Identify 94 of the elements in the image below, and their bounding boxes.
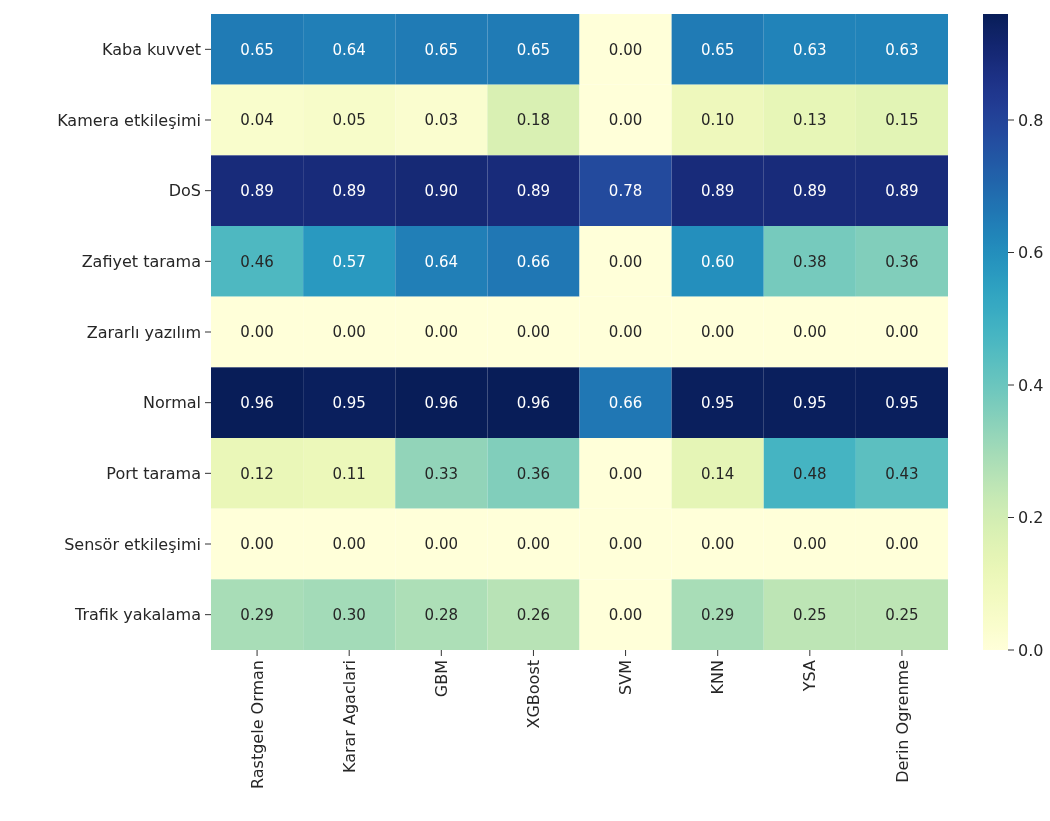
data-label: 0.33 (424, 464, 459, 483)
data-label: 0.00 (700, 535, 735, 554)
color-bar-label: 0.8 (1018, 110, 1044, 130)
y-tick-label: Port tarama (106, 463, 201, 483)
x-tick-label: KNN (708, 660, 728, 695)
data-label: 0.36 (516, 464, 551, 483)
data-label: 0.00 (424, 535, 459, 554)
y-tick-label: Normal (143, 393, 201, 413)
data-label: 0.00 (608, 605, 643, 624)
data-label: 0.96 (424, 393, 459, 412)
data-label: 0.57 (332, 252, 366, 271)
data-label: 0.00 (332, 323, 366, 342)
data-label: 0.05 (332, 111, 366, 130)
data-label: 0.96 (240, 393, 274, 412)
x-tick-label: GBM (431, 660, 451, 698)
x-tick-label: Karar Agaclari (339, 660, 359, 774)
data-label: 0.14 (700, 464, 735, 483)
data-label: 0.12 (240, 464, 274, 483)
data-label: 0.00 (240, 535, 274, 554)
data-label: 0.89 (700, 181, 735, 200)
data-label: 0.89 (240, 181, 274, 200)
data-label: 0.00 (424, 323, 459, 342)
data-label: 0.66 (608, 393, 643, 412)
data-label: 0.13 (793, 111, 827, 130)
data-label: 0.89 (332, 181, 366, 200)
data-label: 0.00 (608, 464, 643, 483)
data-label: 0.96 (516, 393, 551, 412)
data-label: 0.65 (424, 40, 459, 59)
color-bar-label: 0.4 (1018, 375, 1044, 395)
data-label: 0.00 (885, 535, 919, 554)
data-label: 0.00 (608, 323, 643, 342)
data-label: 0.46 (240, 252, 274, 271)
data-label: 0.00 (516, 323, 551, 342)
data-label: 0.15 (885, 111, 919, 130)
data-label: 0.10 (700, 111, 735, 130)
data-label: 0.65 (516, 40, 551, 59)
x-tick-label: YSA (800, 659, 820, 693)
y-tick-label: Sensör etkileşimi (64, 534, 201, 554)
data-label: 0.25 (885, 605, 919, 624)
data-label: 0.65 (700, 40, 735, 59)
data-label: 0.89 (516, 181, 551, 200)
data-label: 0.00 (608, 252, 643, 271)
data-label: 0.38 (793, 252, 827, 271)
color-bar-label: 0.6 (1018, 243, 1044, 263)
data-label: 0.78 (608, 181, 643, 200)
data-label: 0.00 (608, 111, 643, 130)
color-bar-label: 0.0 (1018, 640, 1044, 660)
data-label: 0.95 (793, 393, 827, 412)
data-label: 0.60 (700, 252, 735, 271)
x-tick-label: Derin Ogrenme (892, 660, 912, 783)
data-label: 0.64 (332, 40, 366, 59)
data-label: 0.63 (793, 40, 827, 59)
data-label: 0.48 (793, 464, 827, 483)
y-tick-label: Kaba kuvvet (101, 39, 201, 59)
x-tick-label: SVM (616, 660, 636, 695)
data-label: 0.28 (424, 605, 459, 624)
data-label: 0.00 (608, 535, 643, 554)
data-label: 0.00 (332, 535, 366, 554)
data-label: 0.26 (516, 605, 551, 624)
data-label: 0.00 (793, 535, 827, 554)
data-label: 0.29 (240, 605, 274, 624)
y-tick-label: DoS (168, 181, 201, 201)
data-label: 0.04 (240, 111, 274, 130)
data-label: 0.36 (885, 252, 919, 271)
data-label: 0.30 (332, 605, 366, 624)
y-tick-label: Kamera etkileşimi (57, 110, 201, 130)
data-label: 0.00 (700, 323, 735, 342)
x-tick-label: XGBoost (524, 660, 544, 729)
data-label: 0.64 (424, 252, 459, 271)
data-label: 0.89 (793, 181, 827, 200)
data-label: 0.00 (516, 535, 551, 554)
data-label: 0.90 (424, 181, 459, 200)
data-label: 0.03 (424, 111, 459, 130)
data-label: 0.95 (885, 393, 919, 412)
data-label: 0.00 (608, 40, 643, 59)
data-label: 0.89 (885, 181, 919, 200)
x-tick-label: Rastgele Orman (247, 660, 267, 789)
data-label: 0.00 (793, 323, 827, 342)
color-bar-label: 0.2 (1018, 508, 1044, 528)
y-tick-label: Zafiyet tarama (81, 251, 201, 271)
data-label: 0.66 (516, 252, 551, 271)
data-label: 0.00 (885, 323, 919, 342)
data-label: 0.95 (332, 393, 366, 412)
data-label: 0.11 (332, 464, 366, 483)
data-label: 0.63 (885, 40, 919, 59)
data-label: 0.25 (793, 605, 827, 624)
data-label: 0.43 (885, 464, 919, 483)
data-label: 0.00 (240, 323, 274, 342)
data-label: 0.29 (700, 605, 735, 624)
y-tick-label: Zararlı yazılım (86, 322, 201, 342)
data-label: 0.65 (240, 40, 274, 59)
y-tick-label: Trafik yakalama (74, 605, 201, 625)
data-label: 0.18 (516, 111, 551, 130)
data-label: 0.95 (700, 393, 735, 412)
